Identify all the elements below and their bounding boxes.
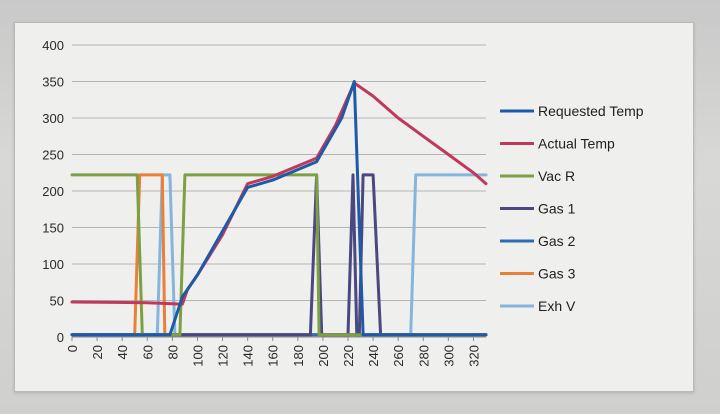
series-line-gas-3 [70,173,488,337]
y-tick-label: 300 [42,111,64,126]
x-tick-label: 240 [366,345,381,367]
legend-entry: Actual Temp [538,136,615,152]
y-tick-label: 50 [50,294,64,309]
x-tick-label: 40 [115,345,130,359]
x-tick-label: 140 [241,345,256,367]
legend-entry: Gas 3 [538,266,576,282]
x-tick-label: 260 [391,345,406,367]
y-tick-label: 150 [42,221,64,236]
y-tick-label: 0 [57,330,64,345]
y-tick-label: 250 [42,148,64,163]
x-tick-label: 220 [341,345,356,367]
series-line-requested-temp [70,80,488,337]
legend-entry: Requested Temp [538,103,644,119]
y-tick-label: 350 [42,75,64,90]
legend-entry: Gas 2 [538,233,576,249]
x-tick-label: 100 [190,345,205,367]
x-tick-label: 180 [291,345,306,367]
legend-entry: Exh V [538,298,576,314]
chart-panel: 0 50 100 150 200 250 300 350 400 0 20 40 60 80 100 120 1… [14,22,694,392]
x-tick-label: 320 [466,345,481,367]
x-tick-label: 200 [316,345,331,367]
series-line-vac-r [70,173,488,337]
series-line-actual-temp [70,81,488,306]
x-tick-label: 0 [65,345,80,352]
x-tick-label: 280 [416,345,431,367]
x-tick-label: 20 [90,345,105,359]
x-tick-label: 80 [165,345,180,359]
legend-entry: Vac R [538,168,575,184]
y-tick-label: 200 [42,184,64,199]
legend-entry: Gas 1 [538,201,576,217]
x-tick-label: 160 [266,345,281,367]
x-tick-label: 300 [441,345,456,367]
series-line-exh-v [70,173,488,337]
y-tick-label: 100 [42,257,64,272]
y-tick-label: 400 [42,38,64,53]
line-chart: 0 50 100 150 200 250 300 350 400 0 20 40 60 80 100 120 1… [42,38,644,367]
x-tick-label: 60 [140,345,155,359]
x-tick-label: 120 [216,345,231,367]
